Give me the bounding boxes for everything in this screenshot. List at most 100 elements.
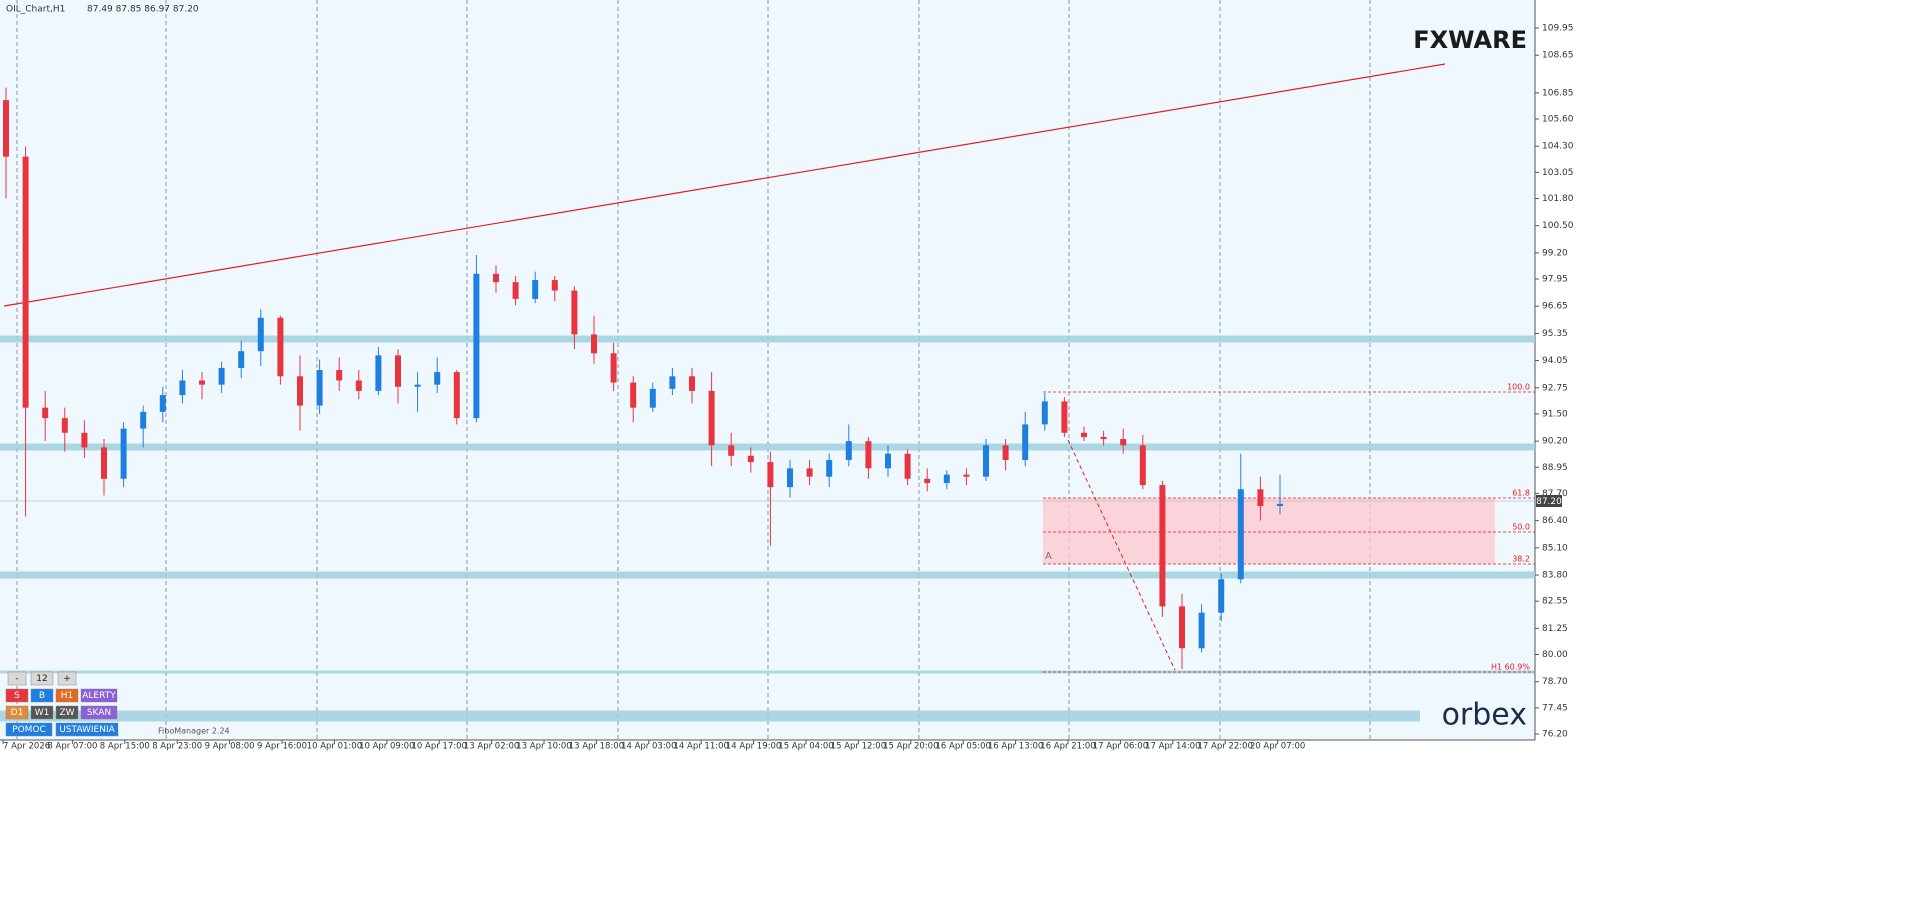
chart-header-ohlc: 87.49 87.85 86.97 87.20 [87, 5, 199, 15]
candle-body [473, 273, 480, 419]
button-label[interactable]: SKAN [87, 708, 111, 718]
support-zone [0, 571, 1535, 579]
price-label: 90.20 [1542, 437, 1568, 447]
support-zone [0, 710, 1420, 722]
plot-area [0, 0, 1535, 740]
price-label: 97.95 [1542, 275, 1568, 285]
time-label: 10 Apr 09:00 [359, 742, 414, 752]
time-label: 10 Apr 01:00 [307, 742, 362, 752]
button[interactable] [7, 671, 27, 686]
fibo-label: 38.2 [1512, 555, 1530, 564]
candle-body [453, 372, 460, 419]
button[interactable] [55, 722, 119, 737]
candle-body [3, 100, 9, 157]
candle-body [257, 317, 264, 352]
time-label: 9 Apr 08:00 [205, 742, 255, 752]
button[interactable] [30, 671, 54, 686]
time-label: 9 Apr 16:00 [257, 742, 307, 752]
time-label: 15 Apr 04:00 [778, 742, 833, 752]
price-label: 101.80 [1542, 194, 1574, 204]
button[interactable] [80, 705, 118, 720]
candle-body [1100, 436, 1107, 440]
button[interactable] [55, 688, 79, 703]
candle-body [1159, 485, 1166, 607]
candle-body [238, 351, 245, 368]
trend-line [3, 63, 1446, 307]
time-label: 13 Apr 18:00 [569, 742, 624, 752]
price-label: 95.35 [1542, 329, 1568, 339]
button-label[interactable]: S [14, 691, 20, 701]
candle-body [571, 290, 578, 335]
price-label: 80.00 [1542, 650, 1568, 660]
price-label: 82.55 [1542, 597, 1568, 607]
price-label: 92.75 [1542, 383, 1568, 393]
candle-body [669, 376, 676, 389]
button[interactable] [80, 688, 118, 703]
button-label[interactable]: USTAWIENIA [59, 725, 115, 735]
price-label: 85.10 [1542, 543, 1568, 553]
time-label: 8 Apr 07:00 [47, 742, 97, 752]
time-label: 17 Apr 14:00 [1145, 742, 1200, 752]
price-label: 106.85 [1542, 88, 1574, 98]
button-label[interactable]: D1 [11, 708, 24, 718]
candle-body [434, 372, 441, 385]
candle-body [904, 453, 911, 479]
time-label: 7 Apr 2026 [3, 742, 50, 752]
price-label: 105.60 [1542, 114, 1574, 124]
button-label[interactable]: W1 [35, 708, 50, 718]
price-label: 78.70 [1542, 677, 1568, 687]
time-label: 16 Apr 05:00 [935, 742, 990, 752]
fibo-point: A [1045, 551, 1052, 562]
candle-body [708, 390, 715, 446]
candle-body [395, 355, 401, 387]
candle-body [943, 474, 950, 483]
fxware-logo: FXWARE [1413, 26, 1527, 54]
tool-label: FiboManager 2.24 [158, 727, 230, 736]
time-label: 20 Apr 07:00 [1250, 742, 1305, 752]
candle-body [512, 282, 519, 299]
button-label[interactable]: ZW [59, 708, 74, 718]
button[interactable] [55, 705, 79, 720]
candle-body [375, 355, 382, 391]
time-label: 14 Apr 03:00 [621, 742, 676, 752]
candle-body [806, 468, 813, 477]
candle-body [551, 280, 558, 291]
time-label: 14 Apr 19:00 [726, 742, 781, 752]
button[interactable] [30, 688, 54, 703]
chart-header-symbol: OIL_Chart,H1 [6, 5, 65, 15]
button-label[interactable]: + [63, 674, 71, 684]
candle-body [101, 447, 107, 479]
button-label[interactable]: B [39, 691, 45, 701]
candle-body [826, 459, 833, 477]
button[interactable] [5, 722, 53, 737]
time-label: 16 Apr 13:00 [988, 742, 1043, 752]
candle-body [610, 353, 617, 383]
grid [16, 0, 1371, 740]
button-panel: - 12 + S B H1 ALERTY D1 W1 ZW SKAN POMOC USTAWIENIA [5, 671, 119, 737]
candle-body [1081, 432, 1087, 437]
button-label[interactable]: POMOC [12, 725, 46, 735]
time-label: 14 Apr 11:00 [673, 742, 728, 752]
current-price-box [1536, 495, 1562, 507]
price-label: 103.05 [1542, 168, 1574, 178]
candle-body [630, 382, 637, 408]
price-label: 99.20 [1542, 248, 1568, 258]
button[interactable] [57, 671, 77, 686]
button-label[interactable]: H1 [61, 691, 74, 701]
button-label[interactable]: ALERTY [82, 691, 116, 701]
button-label[interactable]: - [15, 674, 18, 684]
candle-body [179, 380, 186, 396]
candle-body [1022, 424, 1029, 460]
candle-body [81, 432, 88, 448]
button-label[interactable]: 12 [36, 674, 47, 684]
price-label: 108.65 [1542, 51, 1574, 61]
candle-body [885, 453, 891, 469]
button[interactable] [5, 705, 29, 720]
time-label: 15 Apr 12:00 [831, 742, 886, 752]
button[interactable] [5, 688, 29, 703]
support-zone [0, 335, 1535, 343]
button[interactable] [30, 705, 54, 720]
candle-body [591, 334, 597, 354]
candle-body [355, 380, 362, 391]
